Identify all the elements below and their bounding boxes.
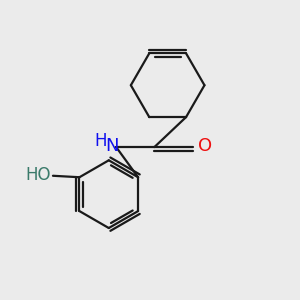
Text: N: N (105, 137, 119, 155)
Text: H: H (94, 132, 107, 150)
Text: O: O (198, 137, 212, 155)
Text: HO: HO (25, 166, 50, 184)
